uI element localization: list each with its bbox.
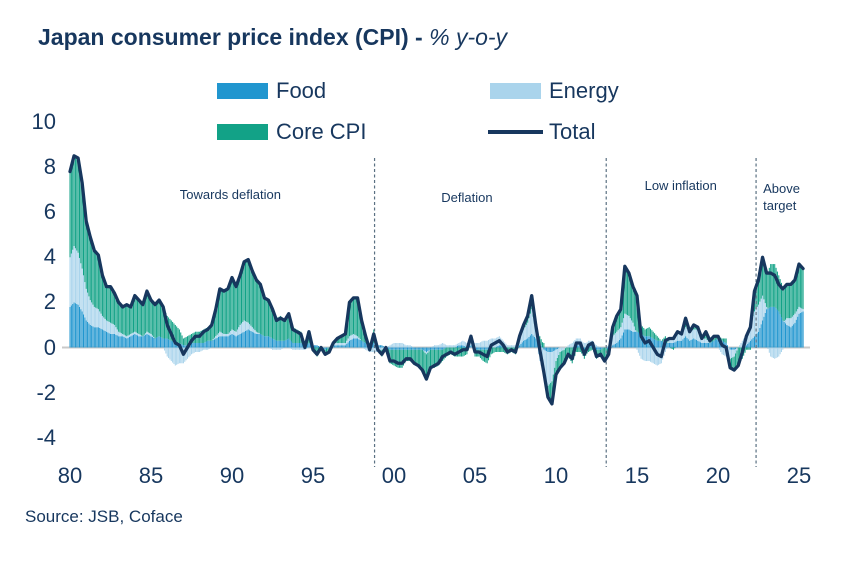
legend-item-food: Food [217, 80, 326, 102]
page-title: Japan consumer price index (CPI) - % y-o… [38, 24, 507, 51]
page-title-main: Japan consumer price index (CPI) - [38, 24, 430, 50]
legend-label-energy: Energy [549, 78, 619, 103]
page-title-suffix: % y-o-y [429, 24, 508, 50]
legend-label-total: Total [549, 119, 596, 144]
energy-swatch-icon [490, 83, 541, 99]
legend-item-core-cpi: Core CPI [217, 121, 366, 143]
legend-item-total: Total [488, 121, 595, 143]
source-note: Source: JSB, Coface [25, 507, 183, 526]
total-line-swatch-icon [488, 130, 543, 134]
total-line [68, 154, 805, 406]
legend-label-food: Food [276, 78, 327, 103]
food-swatch-icon [217, 83, 268, 99]
core-cpi-swatch-icon [217, 124, 268, 140]
legend-item-energy: Energy [490, 80, 619, 102]
legend-label-core-cpi: Core CPI [276, 119, 367, 144]
